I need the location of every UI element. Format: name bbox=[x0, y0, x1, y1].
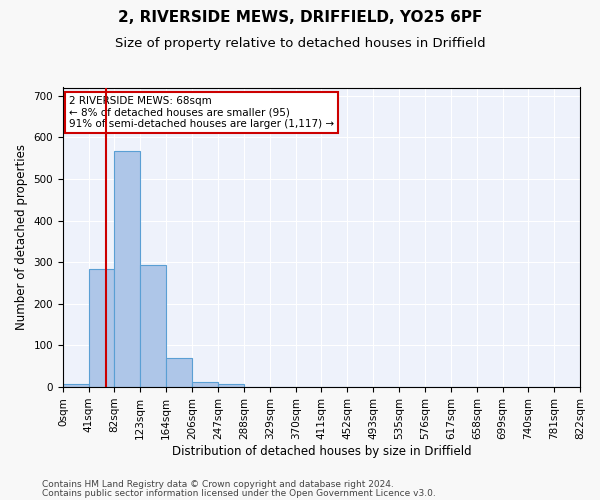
Bar bbox=[63, 384, 89, 387]
Bar bbox=[218, 384, 244, 387]
Text: Contains public sector information licensed under the Open Government Licence v3: Contains public sector information licen… bbox=[42, 488, 436, 498]
Text: 2 RIVERSIDE MEWS: 68sqm
← 8% of detached houses are smaller (95)
91% of semi-det: 2 RIVERSIDE MEWS: 68sqm ← 8% of detached… bbox=[69, 96, 334, 129]
Text: Contains HM Land Registry data © Crown copyright and database right 2024.: Contains HM Land Registry data © Crown c… bbox=[42, 480, 394, 489]
Bar bbox=[193, 382, 218, 387]
Text: Size of property relative to detached houses in Driffield: Size of property relative to detached ho… bbox=[115, 38, 485, 51]
Bar bbox=[166, 358, 192, 387]
Y-axis label: Number of detached properties: Number of detached properties bbox=[15, 144, 28, 330]
X-axis label: Distribution of detached houses by size in Driffield: Distribution of detached houses by size … bbox=[172, 444, 471, 458]
Bar bbox=[115, 151, 140, 387]
Bar bbox=[89, 270, 115, 387]
Text: 2, RIVERSIDE MEWS, DRIFFIELD, YO25 6PF: 2, RIVERSIDE MEWS, DRIFFIELD, YO25 6PF bbox=[118, 10, 482, 25]
Bar bbox=[140, 265, 166, 387]
